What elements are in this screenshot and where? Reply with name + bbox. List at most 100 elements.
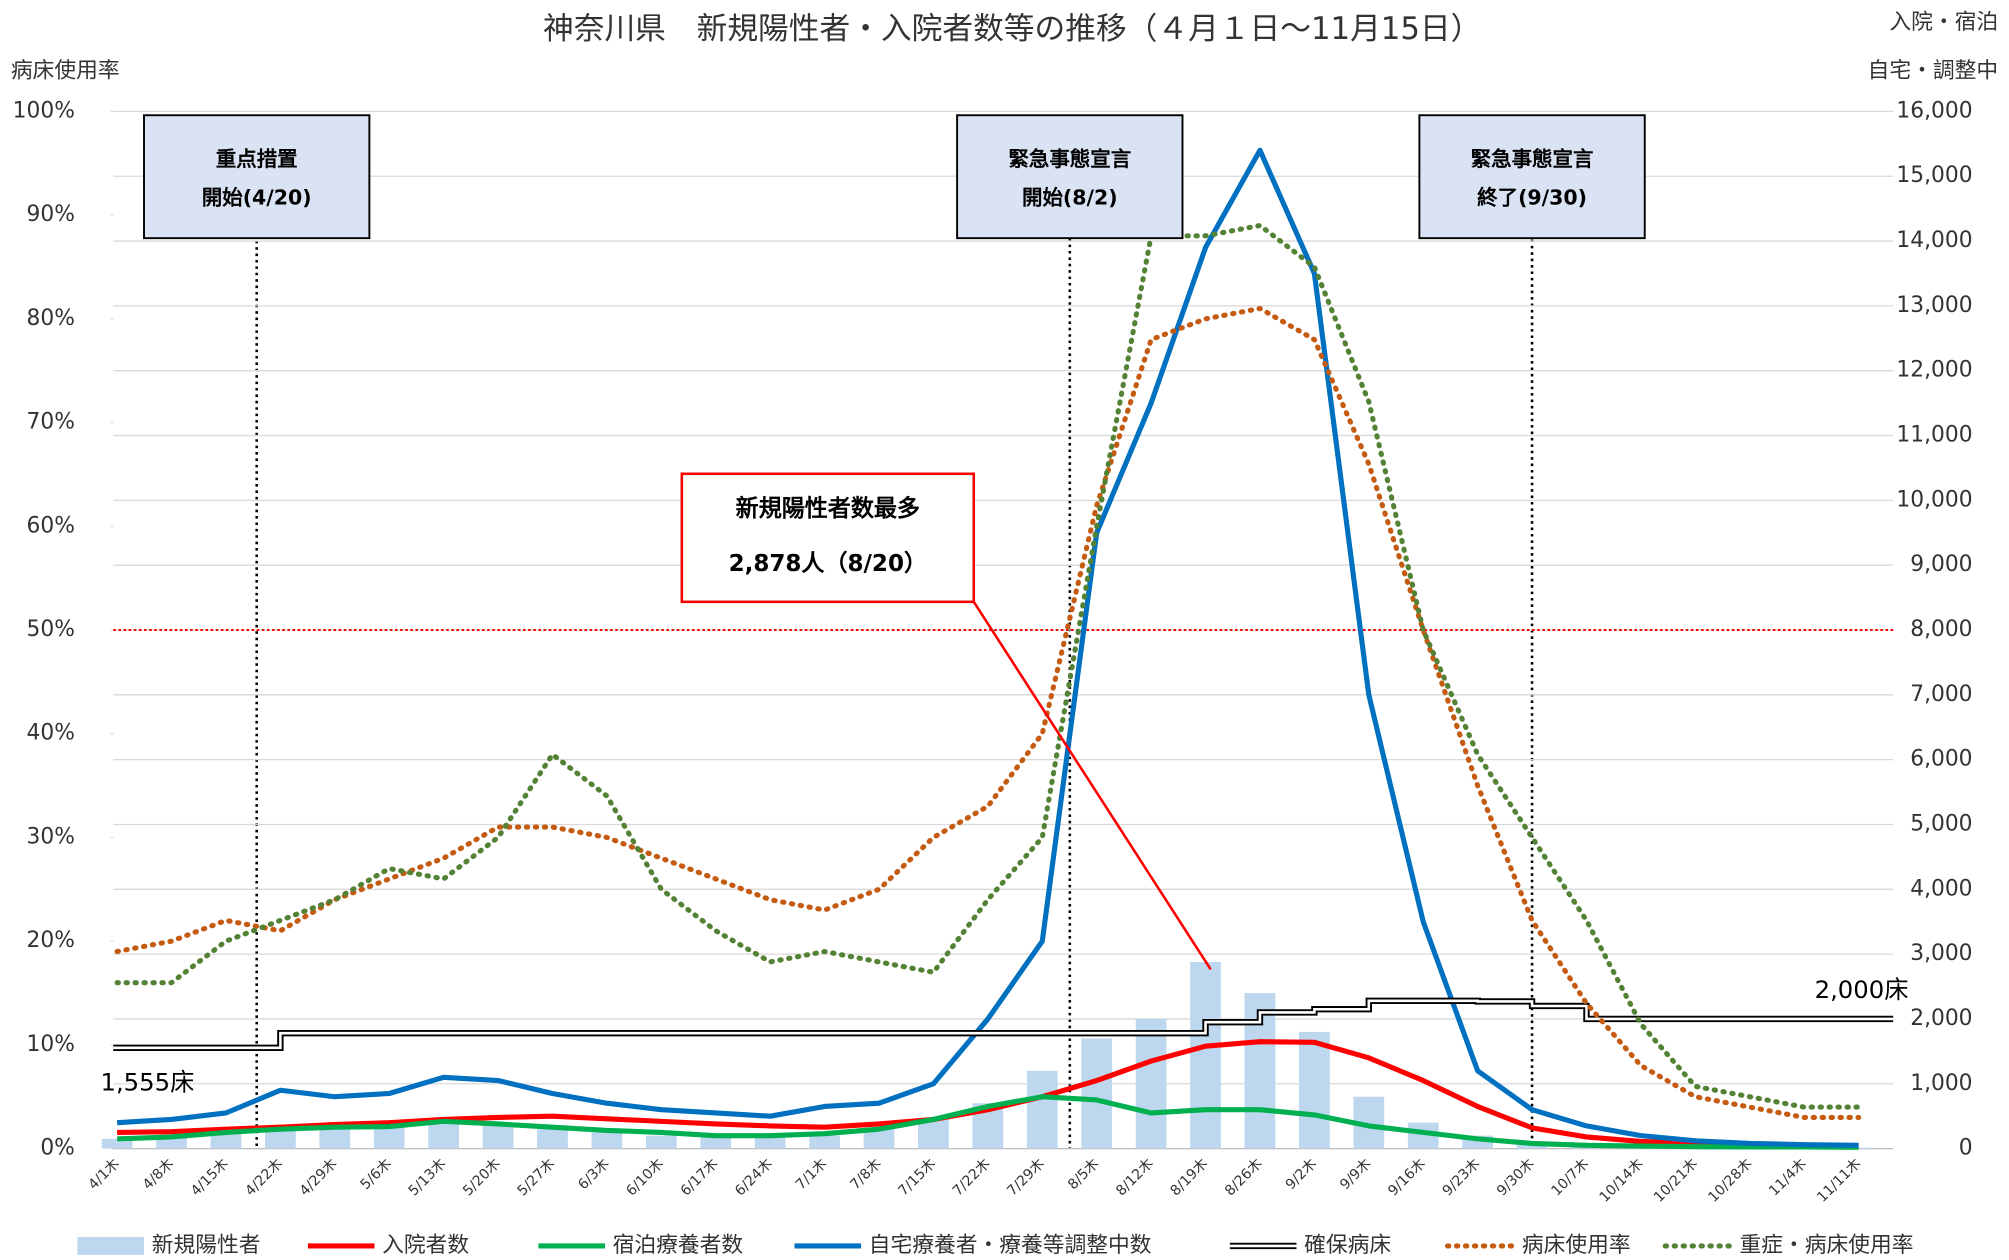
line [116,147,1859,1148]
y-tick-label: 40% [27,721,75,746]
bar [754,1136,786,1149]
y2-tick-label: 7,000 [1910,682,1972,707]
line [114,305,1862,1121]
annotation-box [680,472,976,604]
y2-tick-label: 16,000 [1896,98,1972,123]
y2-tick-label: 9,000 [1910,552,1972,577]
bar [1299,1031,1330,1149]
legend-label: 宿泊療養者数 [613,1233,744,1258]
bar [809,1135,840,1149]
x-tick-label: 4/1木 [85,1156,122,1193]
bar [373,1125,405,1149]
x-tick-label: 8/5木 [1065,1156,1102,1193]
x-tick-label: 10/14木 [1597,1156,1647,1206]
y2-tick-label: 8,000 [1910,617,1972,642]
bar [319,1129,351,1149]
data-label: 2,000床 [1815,975,1909,1004]
annotation-label: 新規陽性者数最多 [736,495,920,522]
x-tick-label: 5/20木 [460,1156,504,1200]
y2-tick-label: 10,000 [1896,487,1972,512]
y-axis-label: 病床使用率 [11,59,120,84]
bar [482,1125,514,1149]
y-tick-label: 30% [27,824,75,849]
event-label: 緊急事態宣言 [1008,147,1131,171]
y-tick-label: 80% [27,306,75,331]
y2-tick-label: 0 [1959,1136,1973,1161]
y-tick-label: 90% [27,202,75,227]
capacity-line [113,997,1894,1051]
bar [645,1135,677,1149]
x-tick-label: 5/27木 [515,1156,559,1200]
y2-tick-label: 12,000 [1896,358,1972,383]
event-label: 終了(9/30) [1477,185,1587,209]
x-tick-label: 9/23木 [1440,1156,1484,1200]
y2-tick-label: 13,000 [1896,293,1972,318]
x-tick-label: 10/7木 [1549,1156,1593,1200]
x-tick-label: 4/8木 [140,1156,177,1193]
x-tick-label: 6/3木 [575,1156,612,1193]
chart-title: 神奈川県 新規陽性者・入院者数等の推移（４月１日～11月15日） [543,11,1481,47]
series [101,147,1894,1150]
x-tick-label: 7/8木 [847,1156,884,1193]
y2-tick-label: 4,000 [1910,876,1972,901]
y-tick-label: 10% [27,1032,75,1057]
legend-swatch [77,1236,145,1255]
x-tick-label: 5/13木 [406,1156,450,1200]
x-tick-label: 4/22木 [242,1156,286,1200]
line [117,1039,1859,1149]
event-label: 緊急事態宣言 [1471,147,1594,171]
y2-tick-label: 11,000 [1896,423,1972,448]
x-tick-label: 5/6木 [358,1156,395,1193]
x-tick-label: 11/4木 [1766,1156,1810,1200]
y-tick-label: 70% [27,410,75,435]
legend-label: 新規陽性者 [152,1233,261,1258]
event-box [956,114,1184,240]
bar [1026,1070,1058,1149]
x-tick-label: 7/29木 [1004,1156,1048,1200]
y-tick-label: 0% [40,1136,75,1161]
x-tick-label: 8/26木 [1222,1156,1266,1200]
bar [1843,1147,1874,1149]
y-tick-label: 60% [27,513,75,538]
bar [700,1136,732,1149]
legend-label: 確保病床 [1304,1233,1391,1258]
event-box [143,114,371,240]
event-label: 開始(4/20) [202,185,312,209]
bar [918,1119,949,1149]
y2-tick-label: 1,000 [1910,1071,1972,1096]
x-tick-label: 9/2木 [1283,1156,1320,1193]
event-label: 開始(8/2) [1022,185,1118,209]
x-tick-label: 9/9木 [1337,1156,1374,1193]
y2-axis-label: 自宅・調整中 [1868,59,1999,84]
annotation-label: 2,878人（8/20） [729,550,927,577]
bar [1081,1038,1113,1149]
y2-tick-label: 6,000 [1910,747,1972,772]
x-tick-label: 7/22木 [950,1156,994,1200]
legend-label: 重症・病床使用率 [1740,1233,1914,1258]
bar [210,1132,242,1149]
y-tick-label: 20% [27,928,75,953]
event-box [1418,114,1646,240]
x-tick-label: 11/11木 [1814,1156,1864,1206]
x-tick-label: 8/19木 [1168,1156,1212,1200]
x-tick-label: 7/1木 [793,1156,830,1193]
x-tick-label: 7/15木 [895,1156,939,1200]
y2-axis-label: 入院・宿泊 [1889,10,1998,35]
bar [863,1129,895,1149]
annotation-line [972,601,1212,971]
y2-tick-label: 5,000 [1910,811,1972,836]
x-tick-label: 9/16木 [1385,1156,1429,1200]
x-tick-label: 6/10木 [623,1156,667,1200]
line [117,1094,1859,1150]
line [114,222,1862,1110]
legend-label: 自宅療養者・療養等調整中数 [869,1233,1152,1258]
x-tick-label: 4/15木 [188,1156,232,1200]
y-tick-label: 50% [27,617,75,642]
x-tick-label: 6/17木 [678,1156,722,1200]
x-tick-label: 9/30木 [1494,1156,1538,1200]
capacity-line-inner [113,999,1894,1050]
x-tick-label: 10/28木 [1705,1156,1755,1206]
bar [265,1130,296,1149]
bar [101,1138,133,1149]
